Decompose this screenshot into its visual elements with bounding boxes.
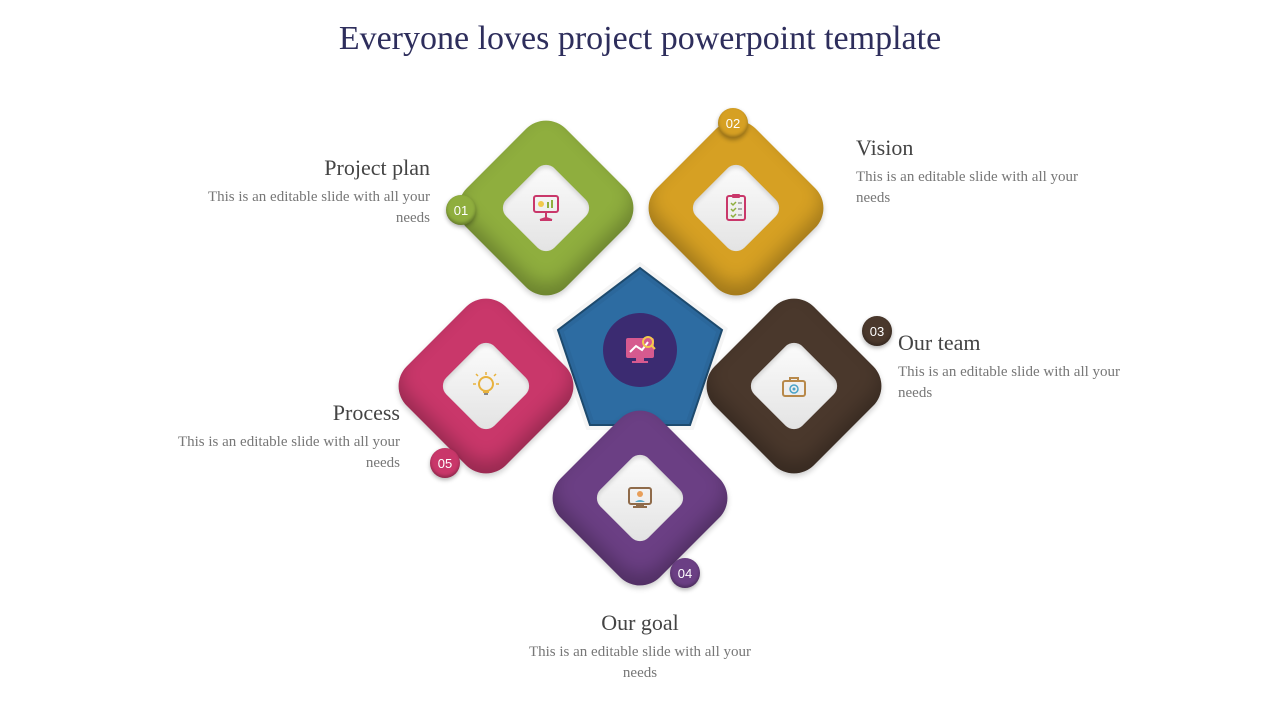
node-5-desc: This is an editable slide with all your … (170, 432, 400, 474)
bulb-icon (468, 368, 504, 404)
node-3-badge: 03 (862, 316, 892, 346)
node-2-text: Vision This is an editable slide with al… (856, 135, 1086, 209)
node-2-title: Vision (856, 135, 1086, 161)
node-5-text: Process This is an editable slide with a… (170, 400, 400, 474)
node-4-badge: 04 (670, 558, 700, 588)
node-1-number: 01 (454, 203, 468, 218)
node-1-title: Project plan (200, 155, 430, 181)
node-5-inner (438, 338, 534, 434)
node-4-title: Our goal (520, 610, 760, 636)
node-3-text: Our team This is an editable slide with … (898, 330, 1128, 404)
node-4-desc: This is an editable slide with all your … (520, 642, 760, 684)
node-2-inner (688, 160, 784, 256)
node-2-number: 02 (726, 116, 740, 131)
node-4-inner (592, 450, 688, 546)
infographic-canvas: 01 Project plan This is an editable slid… (0, 0, 1280, 720)
node-3-desc: This is an editable slide with all your … (898, 362, 1128, 404)
analytics-icon (618, 328, 662, 372)
node-1-desc: This is an editable slide with all your … (200, 187, 430, 229)
node-5-badge: 05 (430, 448, 460, 478)
node-3-title: Our team (898, 330, 1128, 356)
node-4-number: 04 (678, 566, 692, 581)
node-3-number: 03 (870, 324, 884, 339)
person-screen-icon (622, 480, 658, 516)
node-1-badge: 01 (446, 195, 476, 225)
node-1-text: Project plan This is an editable slide w… (200, 155, 430, 229)
center-circle (603, 313, 677, 387)
briefcase-icon (776, 368, 812, 404)
node-5-title: Process (170, 400, 400, 426)
node-4-text: Our goal This is an editable slide with … (520, 610, 760, 684)
node-2-desc: This is an editable slide with all your … (856, 167, 1086, 209)
node-1-inner (498, 160, 594, 256)
checklist-icon (718, 190, 754, 226)
node-5-number: 05 (438, 456, 452, 471)
node-3-inner (746, 338, 842, 434)
node-2-badge: 02 (718, 108, 748, 138)
board-icon (528, 190, 564, 226)
